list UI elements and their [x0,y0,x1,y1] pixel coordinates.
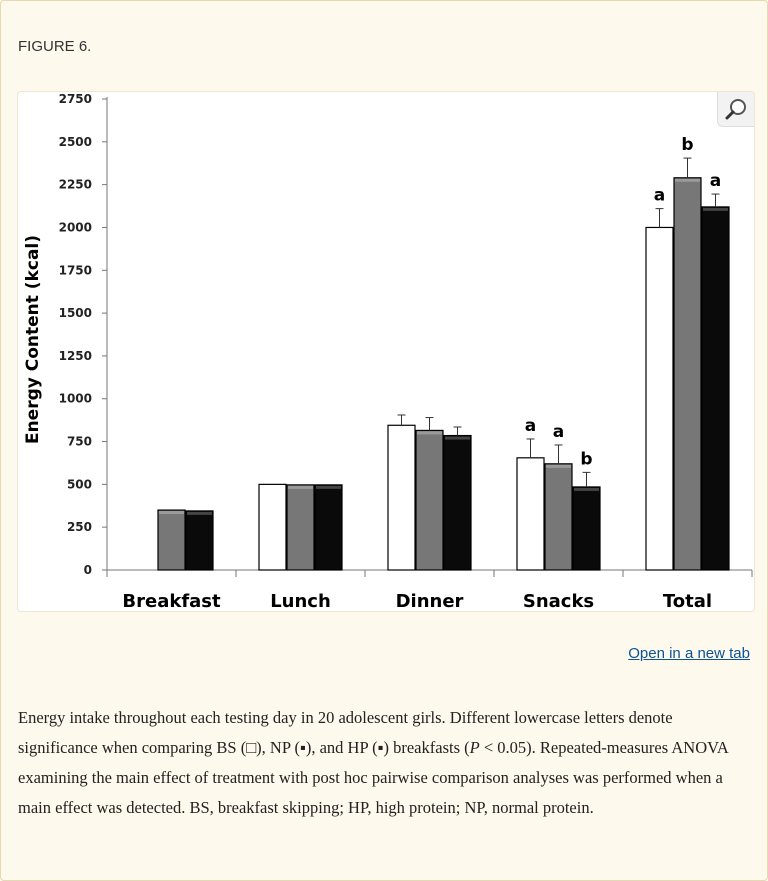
x-category-label: Lunch [270,591,331,611]
bar-highlight [574,487,599,491]
significance-letter: b [681,135,693,155]
bar-hp-breakfast [185,510,214,571]
bar-chart: Energy Content (kcal) 0 250 500 750 1000 1250 1… [23,92,753,611]
y-tick-label: 2500 [59,135,92,149]
significance-letter: a [654,186,665,206]
bar-highlight [159,511,184,515]
x-category-label: Dinner [396,591,464,611]
bar-np-lunch [286,484,315,571]
significance-letter: b [580,449,592,469]
y-tick-label: 750 [67,435,92,449]
bar-np-snacks [544,463,573,571]
bar-highlight [288,485,313,489]
bar-highlight [187,511,212,515]
x-category-label: Snacks [523,591,594,611]
bar-np-total [673,177,702,571]
bar-hp-total [701,206,730,571]
bar-np-dinner [415,429,444,571]
bar-highlight [316,485,341,489]
figure-label: FIGURE 6. [18,38,92,55]
bar-highlight [445,436,470,440]
bar-highlight [417,431,442,435]
bar-bs-total [645,226,674,571]
bar-bs-dinner [387,424,416,571]
bar-highlight [546,464,571,468]
y-tick-label: 1250 [59,349,92,363]
figure-caption: Energy intake throughout each testing da… [18,703,754,823]
bar-bs-lunch [258,483,287,571]
y-tick-label: 1750 [59,263,92,277]
significance-letter: a [553,422,564,442]
caption-p-symbol: P [469,738,480,757]
bar-bs-snacks [516,457,545,571]
bar-highlight [675,178,700,182]
magnifier-icon [725,99,746,120]
bar-hp-lunch [314,484,343,571]
y-tick-label: 500 [67,477,92,491]
y-tick-label: 2250 [59,178,92,192]
x-category-label: Breakfast [122,591,221,611]
bar-hp-snacks [572,486,601,571]
y-tick-label: 1500 [59,306,92,320]
y-tick-label: 1000 [59,392,92,406]
y-tick-label: 0 [84,563,92,577]
bar-hp-dinner [443,434,472,571]
significance-letter: a [525,416,536,436]
x-category-label: Total [663,591,712,611]
y-tick-label: 2750 [59,92,92,106]
caption-text-2: < 0.05). Repeated-measures ANOVA examini… [18,738,728,817]
open-in-new-tab-link[interactable]: Open in a new tab [628,645,750,662]
chart-container: Energy Content (kcal) 0 250 500 750 1000 1250 1… [17,91,755,612]
caption-text-1: Energy intake throughout each testing da… [18,708,673,757]
bar-highlight [703,207,728,211]
bar-np-breakfast [157,509,186,571]
zoom-button[interactable] [717,92,754,127]
y-tick-label: 2000 [59,220,92,234]
significance-letter: a [710,171,721,191]
y-tick-label: 250 [67,520,92,534]
y-axis-title: Energy Content (kcal) [23,235,43,444]
